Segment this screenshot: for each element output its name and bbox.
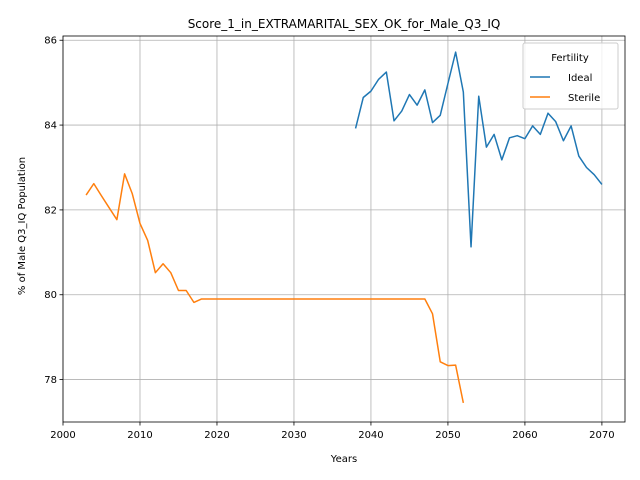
series-line-ideal: [354, 51, 603, 248]
x-tick-label: 2040: [358, 430, 383, 441]
y-axis-title: % of Male Q3_IQ Population: [17, 157, 28, 295]
x-tick-label: 2000: [50, 430, 75, 441]
chart-title: Score_1_in_EXTRAMARITAL_SEX_OK_for_Male_…: [188, 17, 501, 31]
y-tick-label: 86: [44, 36, 57, 47]
series-lines: [85, 51, 603, 404]
x-tick-label: 2020: [204, 430, 229, 441]
plot-frame: [62, 35, 626, 423]
y-tick-label: 82: [44, 205, 57, 216]
x-tick-label: 2070: [589, 430, 614, 441]
y-tick-label: 84: [44, 121, 57, 132]
y-tick-label: 78: [44, 375, 57, 386]
legend-title: Fertility: [551, 53, 589, 64]
axis-ticks: 2000 2010 2020 2030 2040 2050 2060 2070 78 80 82 84…: [44, 36, 614, 441]
legend-label-sterile: Sterile: [568, 93, 600, 104]
y-tick-label: 80: [44, 290, 57, 301]
x-axis-title: Years: [330, 454, 357, 465]
x-tick-label: 2050: [435, 430, 460, 441]
x-tick-label: 2010: [127, 430, 152, 441]
x-tick-label: 2030: [281, 430, 306, 441]
legend: Fertility Ideal Sterile: [522, 42, 619, 110]
legend-box: [522, 42, 619, 110]
x-tick-label: 2060: [512, 430, 537, 441]
legend-label-ideal: Ideal: [568, 73, 592, 84]
series-line-sterile: [85, 173, 465, 404]
